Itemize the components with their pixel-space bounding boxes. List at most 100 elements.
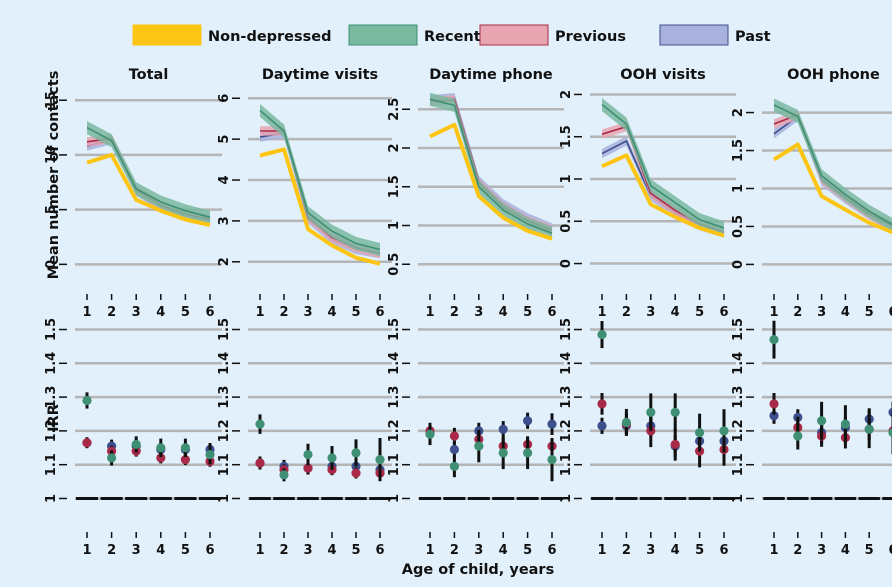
y-tick-label: 1	[387, 494, 402, 503]
line-non_depressed	[86, 152, 211, 227]
x-tick-label: 1	[769, 543, 778, 558]
y-tick-label: 1.5	[559, 125, 574, 148]
line-non_depressed	[601, 153, 725, 238]
legend-item-non_depressed: Non-depressed	[132, 24, 332, 46]
point-recent	[303, 449, 313, 460]
x-tick-label: 3	[646, 305, 655, 320]
y-tick-label: 1	[559, 494, 574, 503]
x-tick-label: 2	[622, 543, 631, 558]
legend: Non-depressed Recent Previous Past	[132, 24, 771, 46]
x-tick-label: 6	[375, 543, 384, 558]
x-axis-label: Age of child, years	[402, 562, 554, 578]
y-tick-label: 1.2	[559, 419, 574, 442]
point-recent	[156, 443, 166, 453]
x-tick-label: 2	[793, 305, 802, 320]
y-tick-label: 0.5	[731, 215, 746, 238]
y-tick-label: 1.5	[559, 318, 574, 341]
x-tick-label: 5	[865, 305, 874, 320]
point-recent	[449, 461, 459, 471]
y-tick-label: 0	[44, 260, 59, 269]
point-recent	[817, 416, 827, 426]
x-tick-label: 5	[865, 543, 874, 558]
y-tick-label: 15	[44, 91, 59, 109]
y-tick-label: 1.5	[731, 318, 746, 341]
point-past	[597, 421, 607, 431]
y-tick-label: 1	[559, 174, 574, 183]
panel-title: OOH visits	[620, 67, 705, 83]
x-tick-label: 3	[817, 305, 826, 320]
x-tick-label: 4	[327, 305, 336, 320]
y-tick-label: 5	[44, 205, 59, 214]
point-previous	[180, 455, 190, 465]
x-tick-label: 1	[82, 305, 91, 320]
legend-swatch-recent	[348, 24, 418, 46]
y-tick-label: 1.4	[217, 352, 232, 375]
chart-panel-5: 11.11.21.31.41.51 2 3 4 5 6	[44, 318, 222, 558]
y-tick-label: 5	[217, 135, 232, 144]
point-recent	[107, 453, 117, 463]
y-tick-label: 1.3	[387, 386, 402, 409]
point-recent	[547, 455, 557, 465]
y-tick-label: 2	[387, 143, 402, 152]
point-recent	[255, 419, 265, 429]
point-past	[547, 419, 557, 429]
x-tick-label: 6	[719, 543, 728, 558]
y-tick-label: 1.2	[731, 419, 746, 442]
line-recent	[86, 126, 211, 219]
x-tick-label: 4	[499, 543, 508, 558]
point-recent	[180, 443, 190, 453]
x-tick-label: 3	[474, 543, 483, 558]
x-tick-label: 4	[841, 305, 850, 320]
x-tick-label: 5	[523, 305, 532, 320]
line-non_depressed	[259, 147, 381, 266]
y-tick-label: 1.3	[217, 386, 232, 409]
y-tick-label: 1.1	[217, 453, 232, 476]
point-recent	[769, 335, 779, 345]
x-tick-label: 5	[181, 305, 190, 320]
y-tick-label: 1	[44, 494, 59, 503]
x-tick-label: 6	[375, 305, 384, 320]
x-tick-label: 4	[156, 543, 165, 558]
y-tick-label: 1.2	[217, 419, 232, 442]
x-tick-label: 1	[597, 305, 606, 320]
legend-label-previous: Previous	[555, 29, 626, 45]
x-tick-label: 6	[888, 305, 892, 320]
x-tick-label: 2	[107, 543, 116, 558]
point-recent	[375, 455, 385, 465]
legend-swatch-previous	[479, 24, 549, 46]
y-tick-label: 1	[387, 221, 402, 230]
chart-panel-7: 1 1.1 1.2 1.3 1.4 1.5 1 2 3 4 5 6	[387, 318, 564, 558]
y-tick-label: 1.4	[387, 352, 402, 375]
x-tick-label: 4	[671, 543, 680, 558]
legend-item-previous: Previous	[479, 24, 626, 46]
chart-panel-6: 11.11.21.31.41.51 2 3 4 5 6	[217, 318, 392, 558]
point-recent	[425, 429, 435, 439]
y-tick-label: 1.4	[44, 352, 59, 375]
x-tick-label: 2	[793, 543, 802, 558]
point-recent	[351, 448, 361, 458]
y-tick-label: 1.5	[217, 318, 232, 341]
y-tick-label: 1.5	[387, 318, 402, 341]
point-previous	[82, 438, 92, 448]
y-tick-label: 3	[217, 216, 232, 225]
band-recent	[602, 98, 724, 235]
x-tick-label: 2	[450, 305, 459, 320]
x-tick-label: 6	[719, 305, 728, 320]
point-recent	[621, 417, 632, 428]
legend-item-recent: Recent	[348, 24, 481, 46]
x-tick-label: 3	[303, 305, 312, 320]
x-tick-label: 6	[205, 305, 214, 320]
line-recent	[429, 98, 553, 235]
y-tick-label: 2.5	[387, 98, 402, 121]
x-tick-label: 4	[841, 543, 850, 558]
y-tick-label: 0.5	[559, 210, 574, 233]
x-tick-label: 3	[474, 305, 483, 320]
point-past	[449, 444, 459, 455]
y-tick-label: 0.5	[387, 253, 402, 276]
y-tick-label: 1.5	[44, 318, 59, 341]
